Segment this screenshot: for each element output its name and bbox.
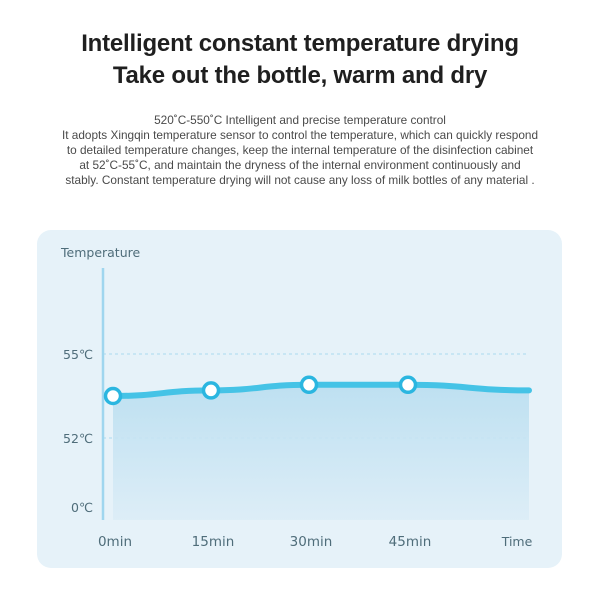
x-axis-title: Time: [501, 534, 533, 549]
y-tick-label-55: 55℃: [63, 347, 93, 362]
description-line-5: stably. Constant temperature drying will…: [65, 173, 535, 187]
title-line-2: Take out the bottle, warm and dry: [112, 62, 488, 89]
description: 520˚C-550˚C Intelligent and precise temp…: [20, 113, 580, 188]
x-tick-label-0min: 0min: [98, 534, 132, 550]
data-point-0min: [103, 386, 123, 406]
heading: Intelligent constant temperature drying …: [0, 28, 600, 92]
description-line-4: at 52˚C-55˚C, and maintain the dryness o…: [79, 158, 521, 172]
x-tick-label-45min: 45min: [389, 534, 432, 550]
data-point-15min: [201, 381, 221, 400]
x-tick-label-15min: 15min: [192, 534, 235, 550]
data-point-30min: [299, 375, 319, 395]
description-line-1: 520˚C-550˚C Intelligent and precise temp…: [154, 113, 446, 127]
y-axis-title: Temperature: [60, 245, 140, 260]
y-tick-label-52: 52℃: [63, 431, 93, 446]
area-fill: [113, 384, 529, 520]
chart-card: Temperature 55℃ 52℃ 0℃ 0min 15min 30min 45min Ti…: [37, 230, 562, 568]
description-line-2: It adopts Xingqin temperature sensor to …: [61, 128, 539, 142]
data-point-45min: [398, 375, 418, 395]
x-tick-label-30min: 30min: [290, 534, 333, 550]
y-tick-label-0: 0℃: [71, 500, 93, 515]
title-line-1: Intelligent constant temperature drying: [81, 30, 519, 57]
description-line-3: to detailed temperature changes, keep th…: [66, 143, 534, 157]
temperature-chart: Temperature 55℃ 52℃ 0℃ 0min 15min 30min 45min Ti…: [60, 245, 533, 550]
